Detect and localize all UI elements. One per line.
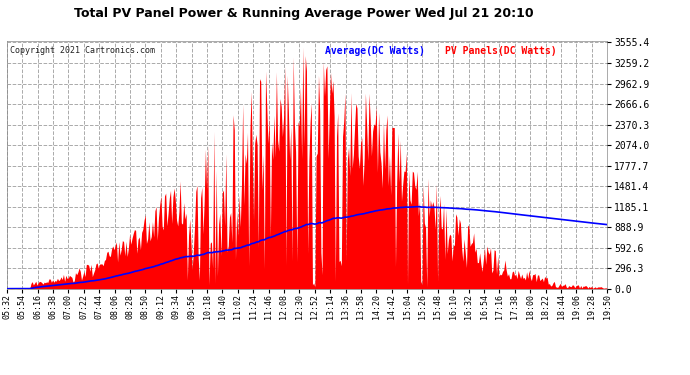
Text: PV Panels(DC Watts): PV Panels(DC Watts)	[445, 46, 557, 56]
Text: Average(DC Watts): Average(DC Watts)	[325, 46, 425, 56]
Text: Copyright 2021 Cartronics.com: Copyright 2021 Cartronics.com	[10, 46, 155, 55]
Text: Total PV Panel Power & Running Average Power Wed Jul 21 20:10: Total PV Panel Power & Running Average P…	[74, 8, 533, 21]
